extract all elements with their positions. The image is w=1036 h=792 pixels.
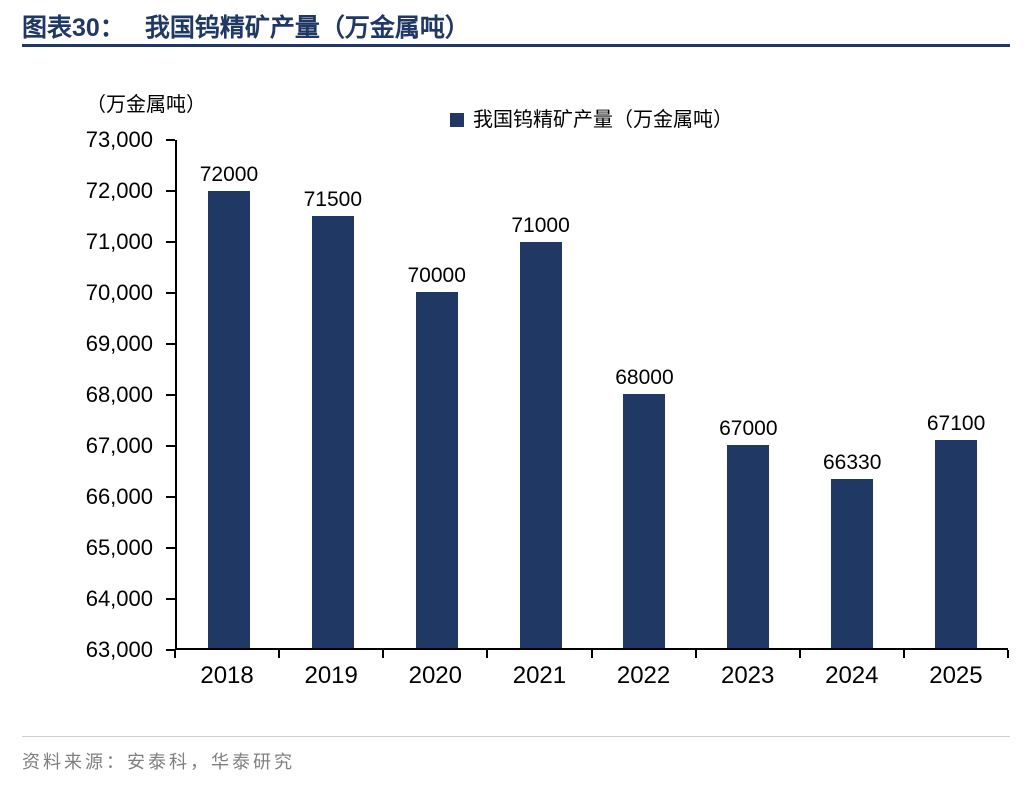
x-axis-tick (278, 650, 281, 658)
bar-2025 (935, 439, 978, 648)
bar-cell: 72000 (177, 140, 281, 648)
bar-cell: 68000 (593, 140, 697, 648)
x-category-label: 2025 (929, 662, 983, 689)
x-axis-tick (1007, 650, 1009, 658)
y-axis-tick (166, 649, 175, 651)
y-axis-tick (166, 547, 175, 549)
x-axis-tick (486, 650, 489, 658)
x-axis-tick (798, 650, 801, 658)
x-axis-ticks (174, 650, 1009, 658)
bar-value-label: 67100 (926, 411, 986, 435)
figure-header: 图表30： 我国钨精矿产量（万金属吨） (22, 8, 470, 44)
y-axis: 63,000 64,000 65,000 66,000 67,000 68,000 69,0… (0, 129, 175, 661)
bar-value-label: 66330 (822, 450, 882, 474)
figure-title: 我国钨精矿产量（万金属吨） (144, 14, 470, 42)
x-axis: 2018 2019 2020 2021 2022 2023 2024 2025 (175, 662, 1008, 690)
bar-2023 (727, 444, 770, 648)
x-axis-tick (590, 650, 593, 658)
bar-2020 (415, 292, 458, 648)
x-category-label: 2021 (512, 662, 567, 689)
bar-value-label: 71500 (303, 188, 363, 212)
y-tick-label: 73,000 (85, 127, 153, 152)
bar-cell: 67100 (904, 140, 1008, 648)
source-note: 资料来源：安泰科，华泰研究 (22, 736, 1010, 774)
bar-value-label: 70000 (407, 264, 466, 288)
y-axis-tick (166, 445, 175, 447)
x-category-label: 2023 (720, 662, 775, 689)
x-category-label: 2019 (304, 662, 358, 689)
legend-label: 我国钨精矿产量（万金属吨） (473, 109, 733, 131)
bar-value-label: 72000 (199, 162, 259, 186)
bar-cell: 71500 (281, 140, 385, 648)
figure-label: 图表30： (22, 14, 125, 42)
x-axis-tick (902, 650, 905, 658)
y-tick-label: 66,000 (85, 484, 153, 509)
x-category-label: 2020 (408, 662, 462, 689)
y-tick-label: 72,000 (85, 178, 153, 203)
x-category-label: 2018 (200, 662, 254, 689)
y-tick-label: 69,000 (85, 331, 153, 356)
x-axis-tick (382, 650, 385, 658)
bar-2022 (623, 394, 666, 648)
chart-legend: 我国钨精矿产量（万金属吨） (175, 103, 1008, 132)
y-axis-tick (166, 139, 175, 141)
x-axis-tick (694, 650, 697, 658)
title-divider (22, 44, 1010, 47)
y-tick-label: 71,000 (85, 229, 153, 254)
bar-cell: 67000 (696, 140, 800, 648)
bar-2024 (831, 478, 874, 648)
y-tick-label: 68,000 (85, 382, 153, 407)
x-category-label: 2022 (616, 662, 671, 689)
y-tick-label: 64,000 (85, 586, 153, 611)
x-category-label: 2024 (825, 662, 879, 689)
y-axis-tick (166, 190, 175, 192)
y-tick-label: 70,000 (85, 280, 153, 305)
y-tick-label: 65,000 (85, 535, 153, 560)
bar-cell: 71000 (489, 140, 593, 648)
y-tick-label: 67,000 (85, 433, 153, 458)
bar-value-label: 68000 (615, 366, 674, 389)
bar-2019 (311, 216, 354, 648)
bar-cell: 70000 (385, 140, 489, 648)
y-tick-label: 63,000 (85, 637, 153, 662)
bar-cell: 66330 (800, 140, 904, 648)
y-axis-tick (166, 496, 175, 498)
y-axis-tick (166, 241, 175, 243)
y-axis-tick (166, 292, 175, 294)
plot-area: 72000 71500 70000 71000 68000 67000 66330 67100 (175, 140, 1008, 650)
bar-value-label: 71000 (511, 213, 570, 237)
bar-value-label: 67000 (719, 416, 778, 440)
legend-swatch-icon (450, 113, 464, 127)
y-axis-tick (166, 394, 175, 396)
bar-2021 (519, 241, 562, 648)
y-axis-tick (166, 343, 175, 345)
bar-2018 (207, 190, 250, 648)
y-axis-unit-label: （万金属吨） (86, 94, 206, 116)
y-axis-tick (166, 598, 175, 600)
x-axis-tick (174, 650, 176, 658)
